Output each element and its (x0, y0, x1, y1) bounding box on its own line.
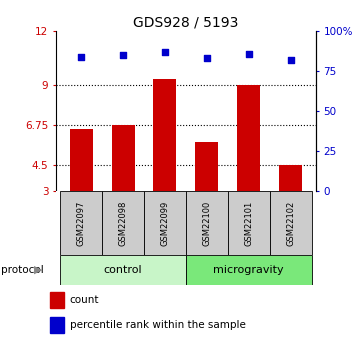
Bar (270, 191, 312, 255)
Bar (186, 191, 228, 255)
Bar (186, 255, 312, 285)
Text: GSM22102: GSM22102 (286, 201, 295, 246)
Text: percentile rank within the sample: percentile rank within the sample (70, 320, 245, 330)
Bar (50, 317, 64, 333)
Bar (60, 191, 102, 255)
Bar (60, 255, 186, 285)
Bar (237, 85, 260, 191)
Point (78, 54, 84, 59)
Point (120, 52, 126, 58)
Text: GSM22098: GSM22098 (118, 201, 127, 246)
Bar (144, 191, 186, 255)
Bar (70, 129, 93, 191)
Bar (279, 165, 302, 191)
Text: ▶: ▶ (34, 265, 43, 275)
Text: control: control (104, 265, 142, 275)
Text: GSM22097: GSM22097 (77, 201, 86, 246)
Bar (153, 79, 177, 191)
Text: GSM22101: GSM22101 (244, 201, 253, 246)
Text: protocol: protocol (1, 265, 44, 275)
Text: count: count (70, 295, 99, 305)
Point (204, 56, 210, 61)
Bar (228, 191, 270, 255)
Bar (112, 125, 135, 191)
Bar (195, 141, 218, 191)
Title: GDS928 / 5193: GDS928 / 5193 (133, 16, 239, 30)
Point (288, 57, 293, 63)
Text: microgravity: microgravity (213, 265, 284, 275)
Bar (50, 292, 64, 308)
Bar (102, 191, 144, 255)
Point (246, 51, 252, 56)
Text: GSM22100: GSM22100 (203, 201, 212, 246)
Point (162, 49, 168, 55)
Text: GSM22099: GSM22099 (160, 201, 169, 246)
